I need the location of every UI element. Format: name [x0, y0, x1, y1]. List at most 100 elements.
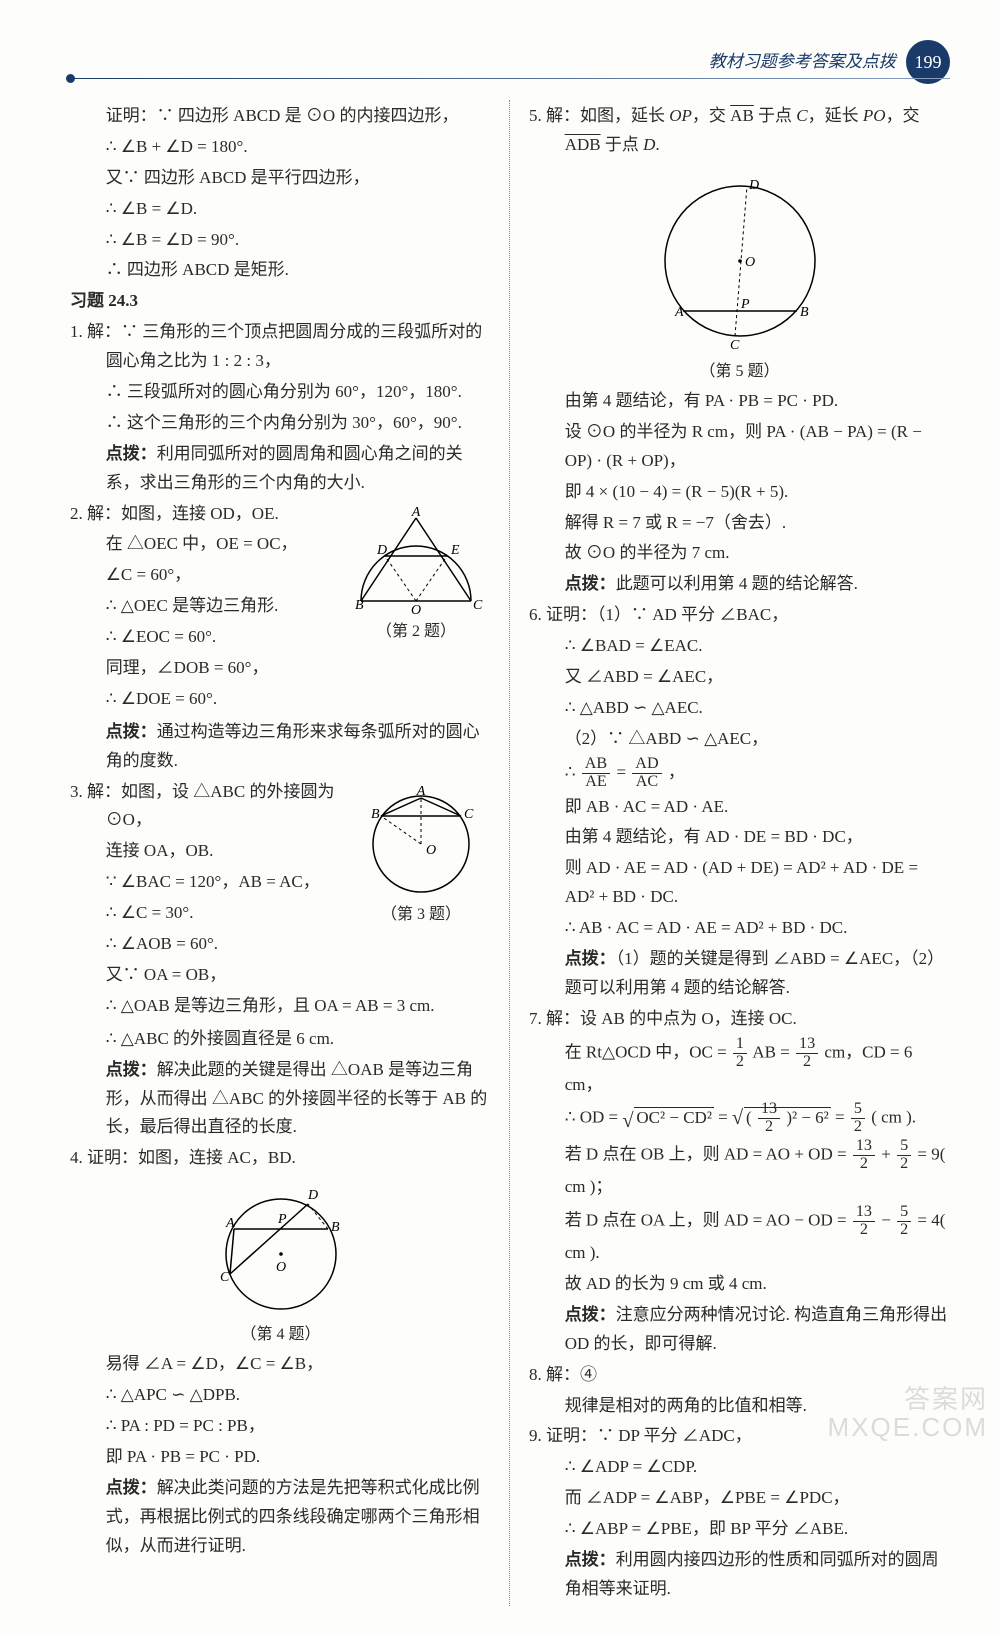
figure-3: A B C O （第 3 题）	[351, 778, 491, 928]
figure-4-svg: A B C D P O	[196, 1179, 366, 1319]
text-line: 点拨：利用圆内接四边形的性质和同弧所对的圆周角相等来证明.	[529, 1546, 950, 1604]
header-rule	[70, 78, 950, 79]
text-line: ∴ PA : PD = PC : PB，	[70, 1412, 491, 1441]
svg-text:O: O	[276, 1260, 286, 1275]
text-line: 解得 R = 7 或 R = −7（舍去）.	[529, 509, 950, 538]
header-title: 教材习题参考答案及点拨	[709, 48, 896, 77]
svg-text:D: D	[307, 1188, 318, 1203]
svg-text:E: E	[450, 543, 460, 558]
text-line: ∴ ∠ADP = ∠CDP.	[529, 1453, 950, 1482]
text-line: 同理，∠DOB = 60°，	[70, 654, 491, 683]
svg-text:B: B	[355, 598, 364, 613]
figure-2: A B C D E O （第 2 题）	[341, 500, 491, 645]
figure-3-caption: （第 3 题）	[351, 901, 491, 928]
svg-text:D: D	[376, 543, 387, 558]
text-line: ∴ ∠ABP = ∠PBE，即 BP 平分 ∠ABE.	[529, 1515, 950, 1544]
text-line: 即 PA · PB = PC · PD.	[70, 1443, 491, 1472]
fraction: 52	[897, 1204, 911, 1239]
text-line: 若 D 点在 OB 上，则 AD = AO + OD = 132 + 52 = …	[529, 1138, 950, 1202]
svg-text:A: A	[416, 784, 426, 799]
svg-text:C: C	[730, 338, 740, 353]
text-line: 在 Rt△OCD 中，OC = 12 AB = 132 cm，CD = 6 cm…	[529, 1036, 950, 1100]
text-line: ∴ OD = OC² − CD² = ( 132 )² − 6² = 52 ( …	[529, 1101, 950, 1136]
svg-text:A: A	[674, 305, 684, 320]
text-line: ∴ ∠B + ∠D = 180°.	[70, 133, 491, 162]
fraction: 12	[733, 1036, 747, 1071]
fraction: 52	[851, 1101, 865, 1136]
svg-text:P: P	[277, 1212, 287, 1227]
text-line: 又∵ OA = OB，	[70, 961, 491, 990]
text-line: 点拨：解决此类问题的方法是先把等积式化成比例式，再根据比例式的四条线段确定哪两个…	[70, 1474, 491, 1561]
text-line: 点拨：（1）题的关键是得到 ∠ABD = ∠AEC，（2）题可以利用第 4 题的…	[529, 945, 950, 1003]
svg-text:O: O	[745, 255, 755, 270]
text-line: 故 AD 的长为 9 cm 或 4 cm.	[529, 1270, 950, 1299]
text-line: 若 D 点在 OA 上，则 AD = AO − OD = 132 − 52 = …	[529, 1204, 950, 1268]
text-line: 1. 解：∵ 三角形的三个顶点把圆周分成的三段弧所对的圆心角之比为 1 : 2 …	[70, 318, 491, 376]
text-line: 6. 证明：（1）∵ AD 平分 ∠BAC，	[529, 601, 950, 630]
left-column: 证明：∵ 四边形 ABCD 是 ⊙O 的内接四边形， ∴ ∠B + ∠D = 1…	[70, 100, 491, 1606]
figure-2-caption: （第 2 题）	[341, 618, 491, 645]
watermark: 答案网 MXQE.COM	[828, 1385, 988, 1442]
figure-5-caption: （第 5 题）	[529, 358, 950, 385]
text-line: ∴ ∠B = ∠D = 90°.	[70, 226, 491, 255]
fraction: ABAE	[582, 756, 610, 791]
svg-text:B: B	[371, 807, 380, 822]
svg-text:O: O	[426, 843, 436, 858]
text-line: ∴ ABAE = ADAC ，	[529, 756, 950, 791]
text-line: 又 ∠ABD = ∠AEC，	[529, 663, 950, 692]
svg-text:B: B	[331, 1220, 340, 1235]
column-separator	[509, 100, 511, 1606]
fraction: 132	[796, 1036, 818, 1071]
right-column: 5. 解：如图，延长 OP，交 AB 于点 C，延长 PO，交 ADB 于点 D…	[529, 100, 950, 1606]
text-line: 由第 4 题结论，有 AD · DE = BD · DC，	[529, 823, 950, 852]
sqrt: OC² − CD²	[622, 1104, 714, 1133]
text-line: ∴ 四边形 ABCD 是矩形.	[70, 256, 491, 285]
text-line: 点拨：此题可以利用第 4 题的结论解答.	[529, 570, 950, 599]
text-line: 点拨：解决此题的关键是得出 △OAB 是等边三角形，从而得出 △ABC 的外接圆…	[70, 1056, 491, 1143]
section-title: 习题 24.3	[70, 287, 491, 316]
fraction: 132	[853, 1138, 875, 1173]
text-line: 由第 4 题结论，有 PA · PB = PC · PD.	[529, 387, 950, 416]
text-line: 点拨：通过构造等边三角形来求每条弧所对的圆心角的度数.	[70, 718, 491, 776]
figure-4-caption: （第 4 题）	[70, 1321, 491, 1348]
fraction: ADAC	[632, 756, 661, 791]
text-line: 5. 解：如图，延长 OP，交 AB 于点 C，延长 PO，交 ADB 于点 D…	[529, 102, 950, 160]
text-line: 故 ⊙O 的半径为 7 cm.	[529, 539, 950, 568]
svg-text:C: C	[220, 1270, 230, 1285]
text-line: ∴ △APC ∽ △DPB.	[70, 1381, 491, 1410]
svg-text:B: B	[800, 305, 809, 320]
text-line: ∴ △OAB 是等边三角形，且 OA = AB = 3 cm.	[70, 992, 491, 1021]
svg-text:C: C	[464, 807, 474, 822]
text-line: ∴ ∠DOE = 60°.	[70, 685, 491, 714]
text-line: 则 AD · AE = AD · (AD + DE) = AD² + AD · …	[529, 854, 950, 912]
text-line: ∴ ∠B = ∠D.	[70, 195, 491, 224]
text-line: 点拨：注意应分两种情况讨论. 构造直角三角形得出 OD 的长，即可得解.	[529, 1301, 950, 1359]
fraction: 52	[897, 1138, 911, 1173]
text-line: ∴ ∠BAD = ∠EAC.	[529, 632, 950, 661]
text-line: 即 4 × (10 − 4) = (R − 5)(R + 5).	[529, 478, 950, 507]
figure-4: A B C D P O （第 4 题）	[70, 1179, 491, 1348]
page-header: 教材习题参考答案及点拨 199	[70, 40, 950, 80]
text-line: 易得 ∠A = ∠D，∠C = ∠B，	[70, 1350, 491, 1379]
text-line: 7. 解：设 AB 的中点为 O，连接 OC.	[529, 1005, 950, 1034]
frac-prefix: ∴	[565, 762, 580, 781]
text-line: 设 ⊙O 的半径为 R cm，则 PA · (AB − PA) = (R − O…	[529, 418, 950, 476]
text-line: ∴ ∠AOB = 60°.	[70, 930, 491, 959]
svg-text:A: A	[411, 506, 421, 520]
figure-3-svg: A B C O	[351, 784, 491, 899]
fraction: 132	[853, 1204, 875, 1239]
text-line: ∴ AB · AC = AD · AE = AD² + BD · DC.	[529, 914, 950, 943]
watermark-line2: MXQE.COM	[828, 1413, 988, 1442]
text-line: ∴ 这个三角形的三个内角分别为 30°，60°，90°.	[70, 409, 491, 438]
text-line: ∴ 三段弧所对的圆心角分别为 60°，120°，180°.	[70, 378, 491, 407]
svg-text:P: P	[740, 297, 750, 312]
text-line: 证明：∵ 四边形 ABCD 是 ⊙O 的内接四边形，	[70, 102, 491, 131]
sqrt: ( 132 )² − 6²	[732, 1101, 831, 1136]
text-line: 即 AB · AC = AD · AE.	[529, 793, 950, 822]
figure-5-svg: D O A B P C	[645, 166, 835, 356]
svg-text:D: D	[748, 178, 759, 193]
figure-5: D O A B P C （第 5 题）	[529, 166, 950, 385]
text-line: 又∵ 四边形 ABCD 是平行四边形，	[70, 164, 491, 193]
text-line: ∴ △ABD ∽ △AEC.	[529, 694, 950, 723]
text-line: 而 ∠ADP = ∠ABP，∠PBE = ∠PDC，	[529, 1484, 950, 1513]
